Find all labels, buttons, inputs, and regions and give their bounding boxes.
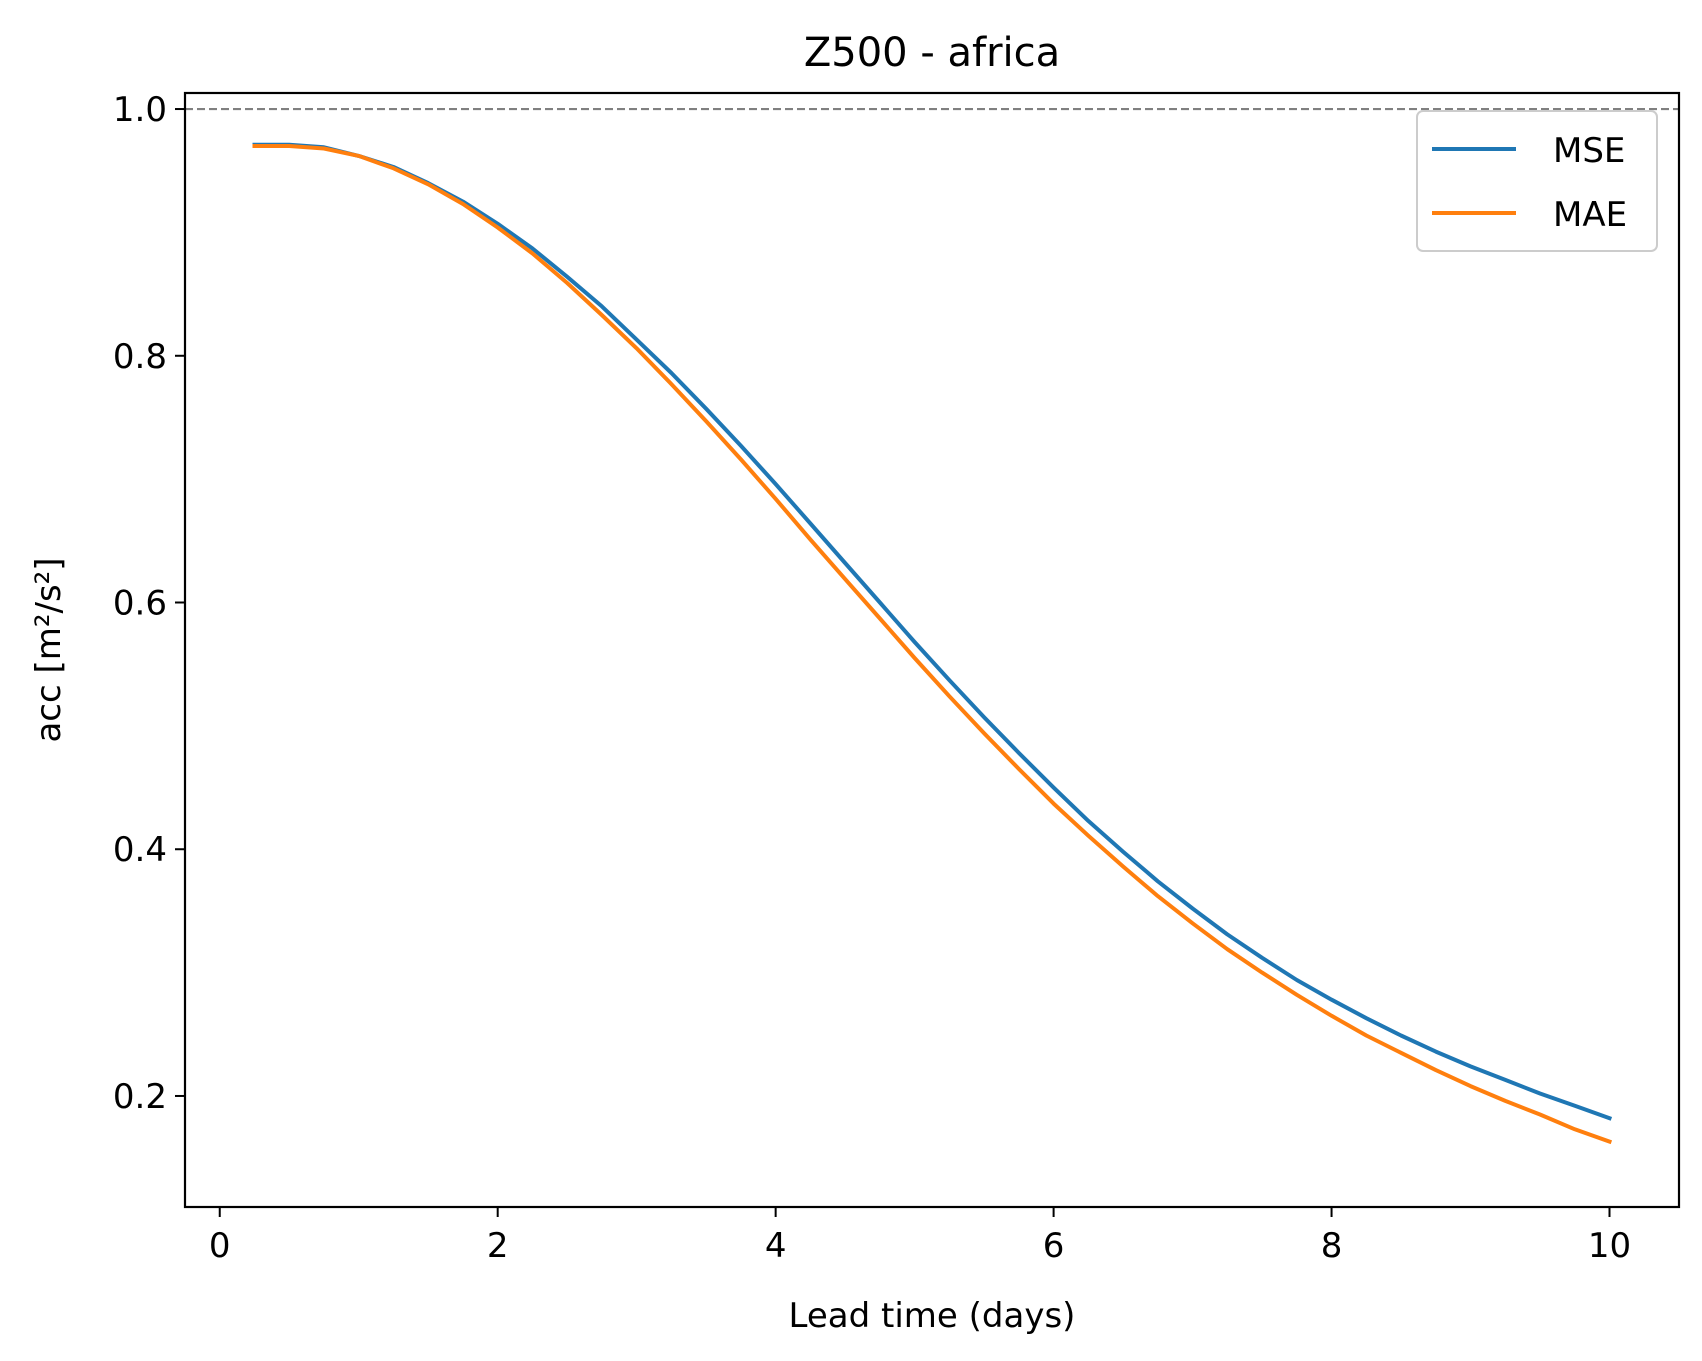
y-tick-label: 0.8 [113,337,167,377]
series-line-mse [252,142,1613,1121]
x-tick-label: 2 [487,1226,509,1266]
legend-label-mae: MAE [1553,195,1627,235]
chart-title: Z500 - africa [804,30,1060,76]
y-tick-label: 0.4 [113,830,167,870]
x-tick-label: 10 [1588,1226,1631,1266]
legend: MSE MAE [1416,110,1658,252]
x-tick-label: 6 [1043,1226,1065,1266]
x-tick-label: 8 [1321,1226,1343,1266]
y-tick-label: 0.6 [113,584,167,624]
y-axis: 0.2 0.4 0.6 0.8 1.0 [113,90,185,1117]
x-axis-label: Lead time (days) [789,1296,1076,1336]
y-axis-label: acc [m²/s²] [29,557,69,742]
legend-label-mse: MSE [1553,131,1625,171]
axes-frame [183,91,1681,1209]
y-tick-label: 1.0 [113,90,167,130]
x-axis: 0 2 4 6 8 10 [209,1207,1631,1266]
legend-box [1416,110,1658,252]
series-line-mae [252,144,1613,1145]
x-tick-label: 0 [209,1226,231,1266]
y-tick-label: 0.2 [113,1077,167,1117]
plot-area [185,107,1679,1145]
x-tick-label: 4 [765,1226,787,1266]
